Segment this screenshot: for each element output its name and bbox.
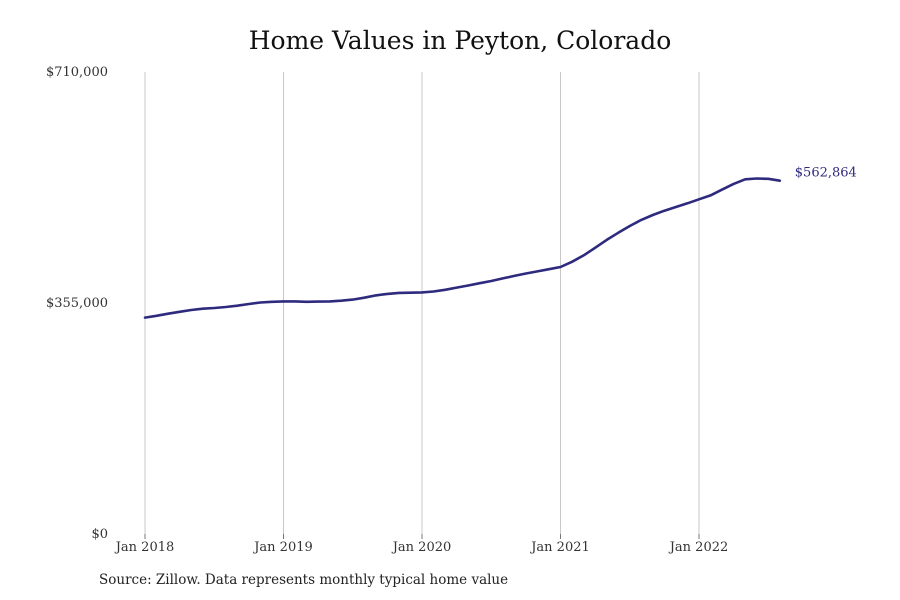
source-note: Source: Zillow. Data represents monthly … xyxy=(99,572,509,588)
y-tick-label-1: $355,000 xyxy=(46,296,108,311)
x-tick-label-2: Jan 2020 xyxy=(391,540,452,555)
home-value-line xyxy=(143,177,782,319)
y-axis-ticks: $0 $355,000 $710,000 xyxy=(46,65,108,542)
x-tick-label-0: Jan 2018 xyxy=(114,540,175,555)
x-tick-label-1: Jan 2019 xyxy=(252,540,313,555)
x-tick-label-4: Jan 2022 xyxy=(668,540,729,555)
x-axis-ticks: Jan 2018 Jan 2019 Jan 2020 Jan 2021 Jan 2022 xyxy=(114,540,729,555)
chart-title: Home Values in Peyton, Colorado xyxy=(248,26,672,55)
x-tick-label-3: Jan 2021 xyxy=(529,540,590,555)
y-tick-label-2: $710,000 xyxy=(46,65,108,80)
latest-value-label: $562,864 xyxy=(795,166,857,181)
vertical-gridlines xyxy=(144,72,700,539)
y-tick-label-0: $0 xyxy=(91,527,108,542)
